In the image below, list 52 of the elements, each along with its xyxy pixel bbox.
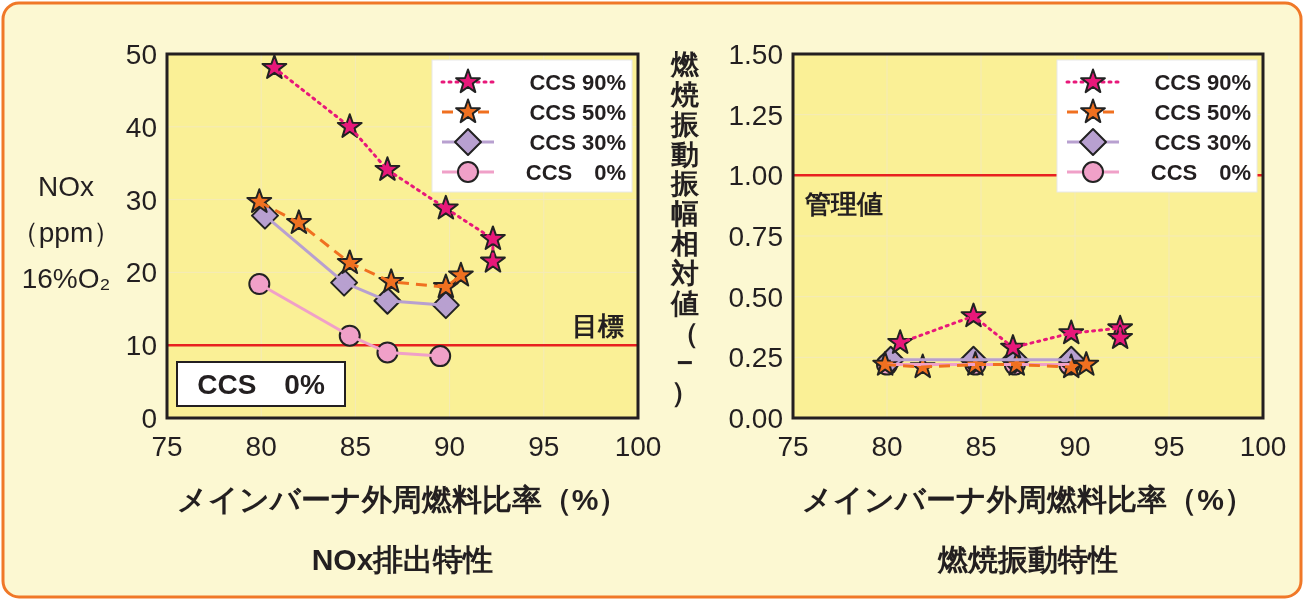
point bbox=[448, 261, 474, 287]
y-tick-label: 1.00 bbox=[728, 160, 783, 192]
y-tick-label: 0.50 bbox=[728, 281, 783, 313]
y-tick-label: 0 bbox=[141, 403, 157, 434]
legend-label: CCS 90% bbox=[1154, 70, 1251, 95]
x-axis-title: メインバーナ外周燃料比率（%） bbox=[176, 483, 629, 516]
legend-label: CCS 50% bbox=[1154, 100, 1251, 125]
legend-label: CCS 50% bbox=[529, 100, 626, 125]
y-tick-label: 30 bbox=[125, 184, 157, 216]
x-tick-label: 100 bbox=[614, 431, 662, 462]
legend-label: CCS 90% bbox=[529, 70, 626, 95]
text: 燃焼振動振幅相対値（−） bbox=[671, 49, 699, 409]
x-tick-label: 80 bbox=[871, 431, 903, 462]
x-tick-label: 85 bbox=[339, 431, 371, 462]
y-tick-label: 1.25 bbox=[728, 99, 783, 131]
annotation: CCS 0% bbox=[197, 369, 325, 400]
point bbox=[336, 249, 363, 275]
x-tick-label: 75 bbox=[151, 431, 183, 462]
point bbox=[429, 345, 452, 368]
y-tick-label: 20 bbox=[125, 257, 157, 289]
legend-label: CCS 0% bbox=[525, 160, 626, 185]
text: 燃焼振動特性 bbox=[937, 543, 1118, 576]
y-tick-label: 10 bbox=[125, 330, 157, 362]
y-tick-label: 40 bbox=[125, 111, 157, 143]
ref-line-label: 目標 bbox=[572, 311, 624, 342]
y-tick-label: 0.00 bbox=[728, 403, 783, 434]
point bbox=[480, 225, 506, 251]
x-tick-label: 80 bbox=[245, 431, 277, 462]
text: NOx排出特性 bbox=[311, 543, 494, 576]
legend-label: CCS 30% bbox=[529, 130, 626, 155]
point bbox=[248, 273, 271, 296]
x-tick-label: 95 bbox=[528, 431, 560, 462]
y-tick-label: 0.25 bbox=[728, 342, 783, 374]
y-tick-label: 0.75 bbox=[728, 221, 783, 252]
point bbox=[480, 247, 506, 273]
ref-line-label: 管理値 bbox=[804, 189, 883, 220]
x-axis-title: メインバーナ外周燃料比率（%） bbox=[802, 483, 1254, 516]
x-tick-label: 90 bbox=[434, 431, 466, 462]
legend-label: CCS 30% bbox=[1154, 130, 1251, 155]
x-tick-label: 95 bbox=[1153, 431, 1185, 462]
point bbox=[261, 54, 288, 79]
point bbox=[246, 188, 273, 213]
point bbox=[374, 156, 401, 181]
y-axis-title: NOx （ppm） 16%O₂ bbox=[10, 171, 122, 294]
x-tick-label: 100 bbox=[1239, 431, 1287, 462]
x-tick-label: 90 bbox=[1059, 431, 1091, 462]
x-tick-label: 75 bbox=[777, 431, 809, 462]
legend-label: CCS 0% bbox=[1150, 160, 1251, 185]
y-tick-label: 50 bbox=[125, 39, 157, 70]
point bbox=[432, 194, 459, 220]
x-tick-label: 85 bbox=[965, 431, 997, 462]
y-tick-label: 1.50 bbox=[728, 39, 783, 70]
